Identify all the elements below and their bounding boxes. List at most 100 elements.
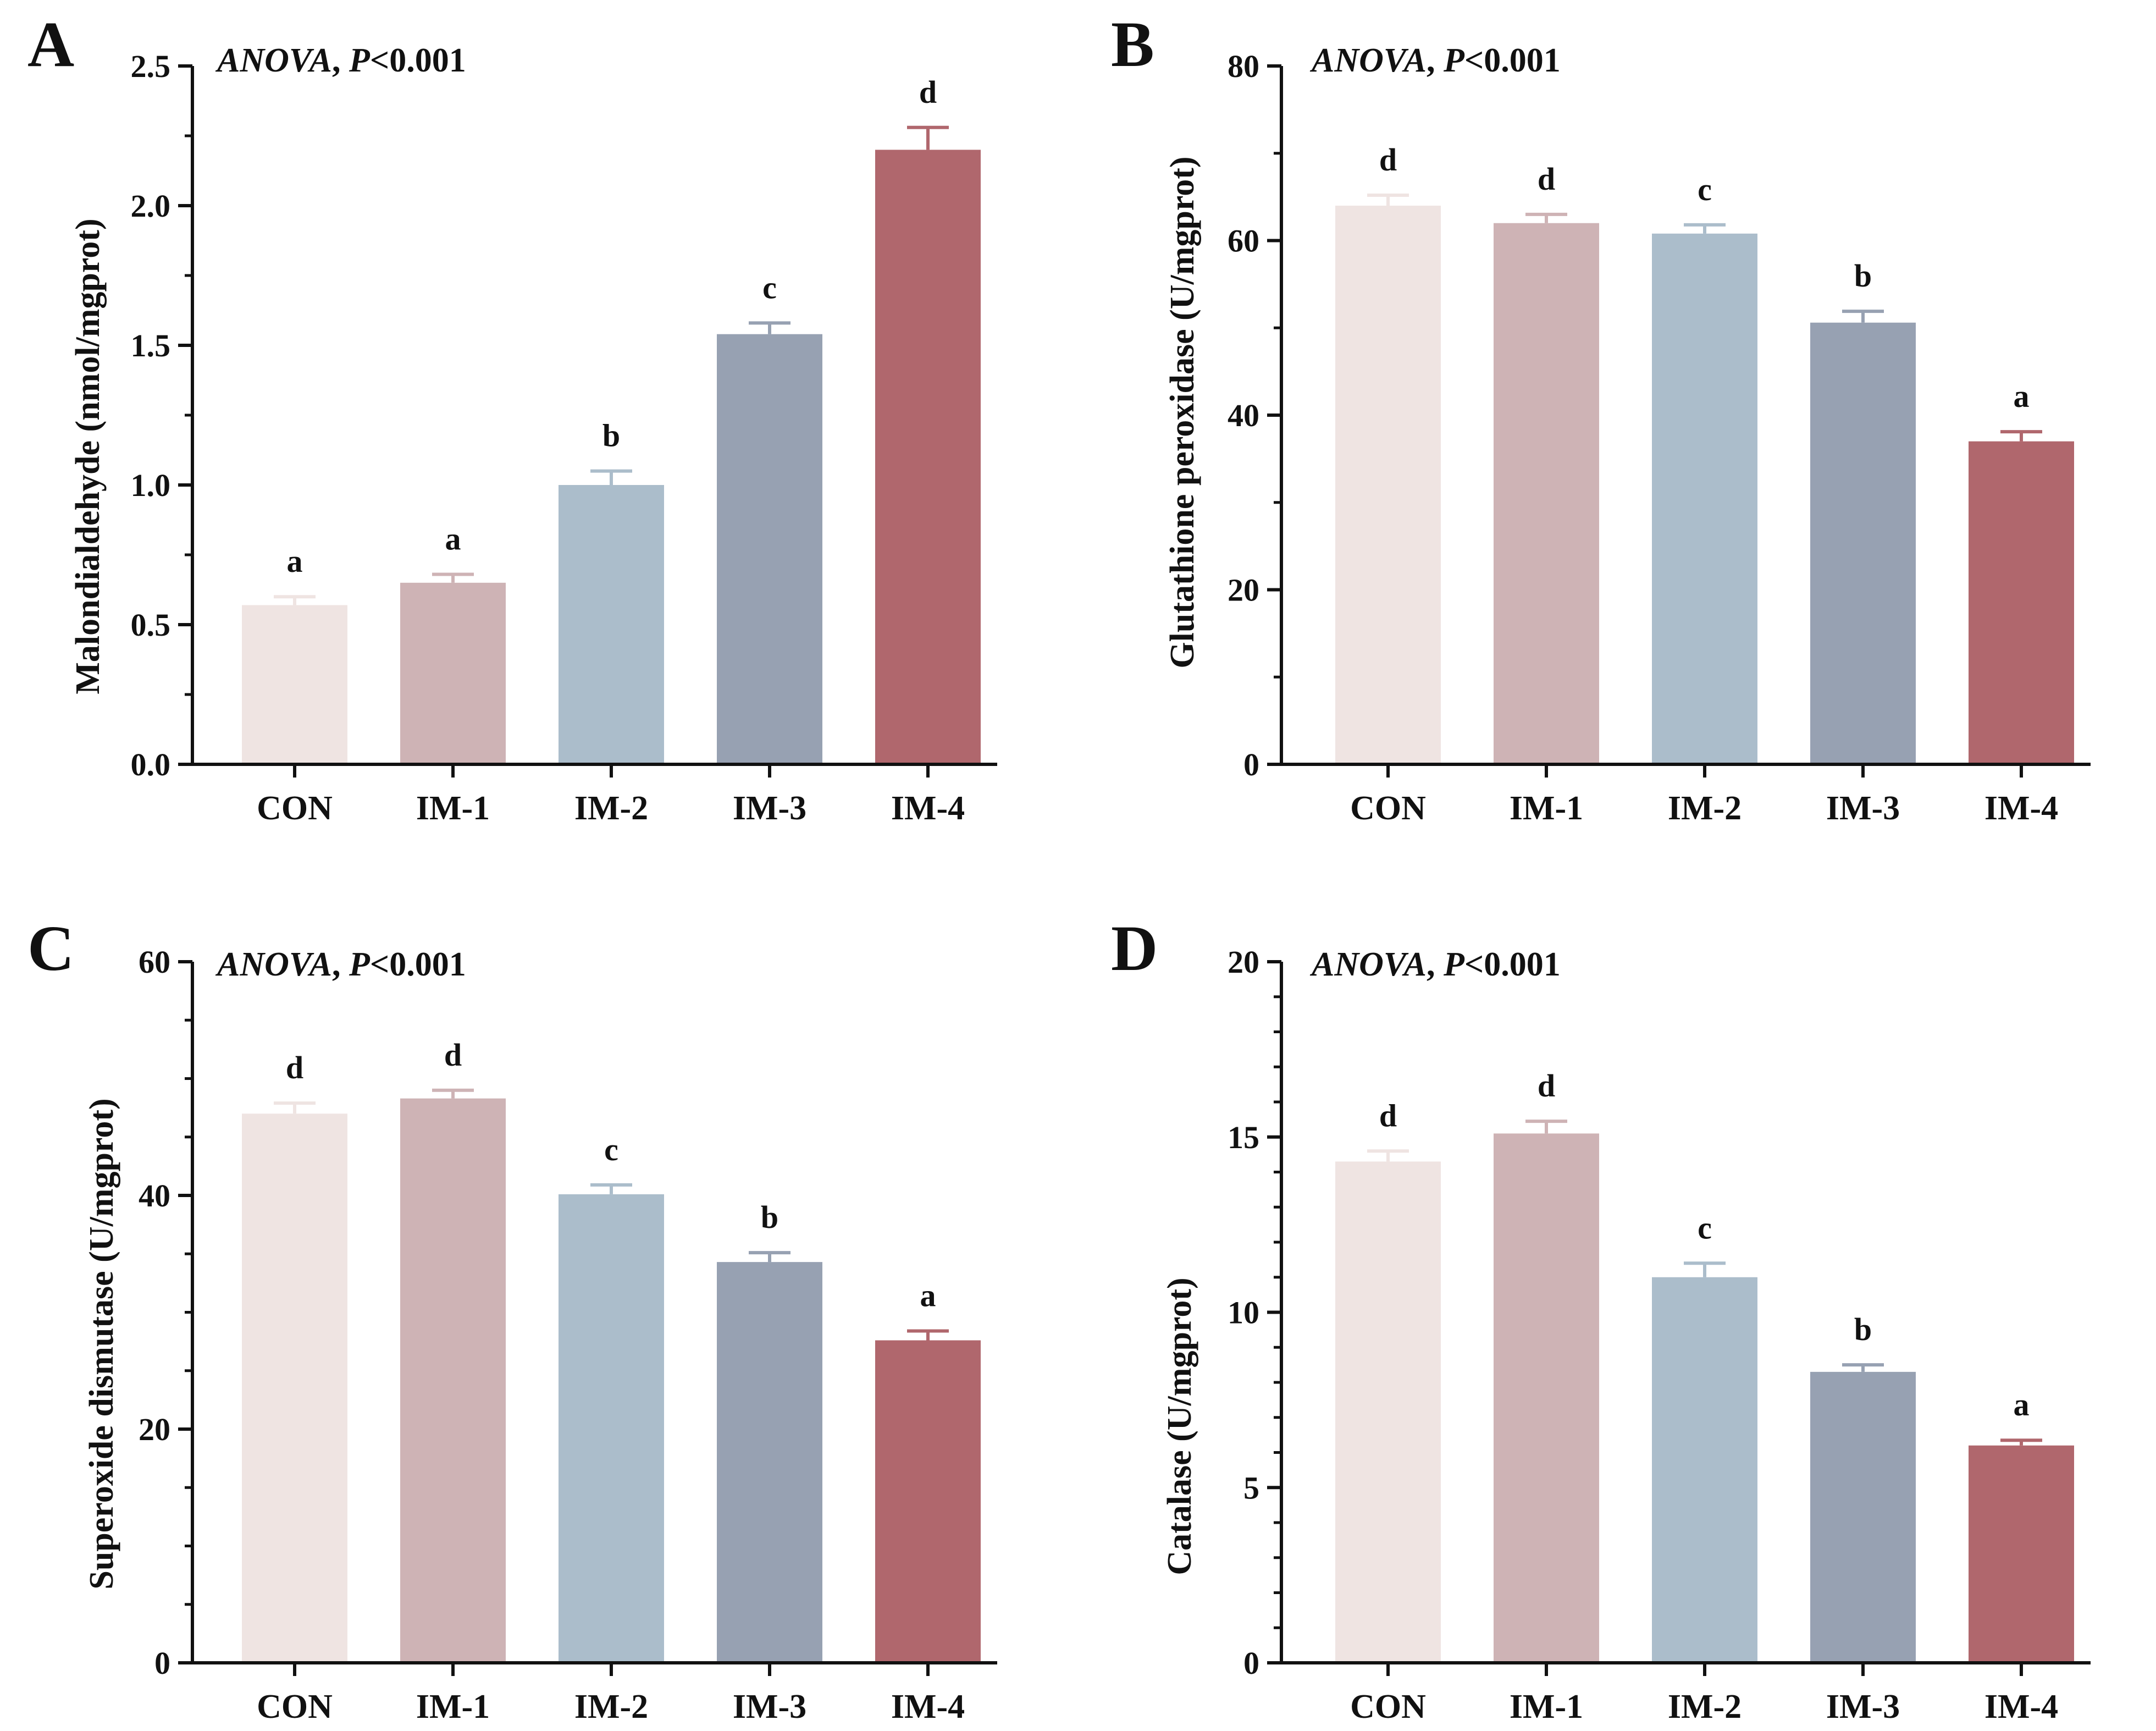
x-tick-label: IM-4 bbox=[891, 790, 965, 827]
significance-letter: b bbox=[1854, 1311, 1872, 1347]
y-tick-label: 0.0 bbox=[131, 747, 171, 782]
chart-a: A ANOVA, P<0.001 Malondialdehyde (nmol/m… bbox=[27, 8, 997, 827]
y-tick-label: 20 bbox=[1228, 944, 1259, 980]
anova-label: ANOVA bbox=[1309, 42, 1427, 79]
panel-a: A ANOVA, P<0.001 Malondialdehyde (nmol/m… bbox=[0, 0, 1078, 866]
y-tick-label: 0.5 bbox=[131, 607, 171, 643]
bar-im-4 bbox=[875, 150, 981, 764]
significance-letter: d bbox=[1538, 1068, 1555, 1104]
x-tick-label: IM-4 bbox=[1984, 790, 2058, 827]
bar-im-2 bbox=[1652, 233, 1757, 764]
x-tick-label: IM-2 bbox=[574, 1688, 648, 1726]
bar-im-1 bbox=[400, 1098, 506, 1663]
y-tick-label: 0 bbox=[1243, 747, 1259, 782]
y-tick-label: 40 bbox=[1228, 398, 1259, 433]
bar-im-2 bbox=[559, 485, 664, 764]
significance-letter: b bbox=[602, 418, 620, 454]
x-tick-label: IM-4 bbox=[891, 1688, 965, 1726]
x-tick-label: IM-1 bbox=[1510, 1688, 1583, 1726]
y-tick-label: 60 bbox=[139, 944, 170, 980]
significance-letter: d bbox=[919, 74, 937, 110]
y-tick-label: 2.0 bbox=[131, 188, 171, 224]
bar-im-2 bbox=[1652, 1277, 1757, 1663]
anova-note: ANOVA, P<0.001 bbox=[215, 42, 466, 79]
p-value: <0.001 bbox=[370, 42, 466, 79]
p-value: <0.001 bbox=[370, 946, 466, 983]
x-tick-label: CON bbox=[1350, 790, 1426, 827]
significance-letter: d bbox=[1379, 1098, 1397, 1133]
x-tick-label: CON bbox=[257, 1688, 333, 1726]
anova-label: ANOVA bbox=[1309, 946, 1427, 983]
x-tick-label: CON bbox=[1350, 1688, 1426, 1726]
bar-im-1 bbox=[400, 582, 506, 764]
panel-c: C ANOVA, P<0.001 Superoxide dismutase (U… bbox=[0, 866, 1078, 1731]
y-tick-label: 40 bbox=[139, 1178, 170, 1214]
p-value: <0.001 bbox=[1464, 946, 1561, 983]
panel-letter: D bbox=[1111, 912, 1158, 984]
significance-letter: a bbox=[2014, 1387, 2030, 1423]
y-tick-label: 5 bbox=[1243, 1470, 1259, 1506]
chart-b: B ANOVA, P<0.001 Glutathione peroxidase … bbox=[1111, 8, 2091, 827]
panel-b: B ANOVA, P<0.001 Glutathione peroxidase … bbox=[1078, 0, 2156, 866]
significance-letter: d bbox=[286, 1050, 303, 1085]
chart-d: D ANOVA, P<0.001 Catalase (U/mgprot) d CO… bbox=[1111, 912, 2091, 1726]
bar-im-3 bbox=[1810, 322, 1916, 764]
x-tick-label: IM-3 bbox=[733, 1688, 806, 1726]
bar-con bbox=[1335, 206, 1441, 764]
y-tick-label: 1.5 bbox=[131, 328, 171, 363]
anova-label: ANOVA bbox=[215, 946, 332, 983]
x-tick-label: IM-4 bbox=[1984, 1688, 2058, 1726]
x-tick-label: IM-3 bbox=[733, 790, 806, 827]
y-tick-label: 10 bbox=[1228, 1295, 1259, 1331]
y-tick-label: 15 bbox=[1228, 1120, 1259, 1155]
note-separator: , bbox=[332, 42, 349, 79]
y-tick-label: 1.0 bbox=[131, 467, 171, 503]
y-axis-label: Superoxide dismutase (U/mgprot) bbox=[83, 1098, 120, 1589]
y-tick-label: 2.5 bbox=[131, 48, 171, 84]
note-separator: , bbox=[1427, 946, 1444, 983]
y-tick-label: 60 bbox=[1228, 223, 1259, 259]
significance-letter: c bbox=[604, 1132, 618, 1167]
significance-letter: a bbox=[920, 1278, 936, 1314]
anova-note: ANOVA, P<0.001 bbox=[1309, 946, 1561, 983]
significance-letter: a bbox=[287, 543, 303, 579]
p-label: P bbox=[1443, 946, 1465, 983]
y-tick-label: 20 bbox=[139, 1412, 170, 1447]
chart-c: C ANOVA, P<0.001 Superoxide dismutase (U… bbox=[27, 912, 997, 1726]
x-tick-label: IM-2 bbox=[1668, 790, 1742, 827]
bar-im-3 bbox=[717, 334, 822, 764]
bar-im-4 bbox=[875, 1340, 981, 1663]
bar-im-3 bbox=[1810, 1371, 1916, 1663]
bar-con bbox=[242, 1113, 347, 1663]
panel-letter: B bbox=[1111, 8, 1154, 80]
bar-im-4 bbox=[1969, 1445, 2074, 1663]
p-label: P bbox=[1443, 42, 1465, 79]
x-tick-label: IM-1 bbox=[416, 790, 490, 827]
significance-letter: d bbox=[1538, 161, 1555, 197]
x-tick-label: IM-3 bbox=[1826, 790, 1900, 827]
bar-im-1 bbox=[1494, 1133, 1599, 1663]
p-value: <0.001 bbox=[1464, 42, 1561, 79]
bar-im-3 bbox=[717, 1262, 822, 1663]
x-tick-label: IM-1 bbox=[1510, 790, 1583, 827]
p-label: P bbox=[349, 42, 371, 79]
panel-letter: C bbox=[27, 912, 74, 984]
note-separator: , bbox=[1427, 42, 1444, 79]
panel-letter: A bbox=[27, 8, 74, 80]
significance-letter: c bbox=[762, 269, 777, 305]
anova-label: ANOVA bbox=[215, 42, 332, 79]
bar-con bbox=[242, 605, 347, 764]
significance-letter: b bbox=[1854, 258, 1872, 294]
p-label: P bbox=[349, 946, 371, 983]
y-tick-label: 80 bbox=[1228, 48, 1259, 84]
anova-note: ANOVA, P<0.001 bbox=[215, 946, 466, 983]
significance-letter: c bbox=[1698, 1210, 1712, 1245]
bar-im-1 bbox=[1494, 223, 1599, 764]
y-tick-label: 20 bbox=[1228, 572, 1259, 608]
anova-note: ANOVA, P<0.001 bbox=[1309, 42, 1561, 79]
significance-letter: a bbox=[2014, 378, 2030, 414]
significance-letter: c bbox=[1698, 172, 1712, 207]
y-axis-label: Glutathione peroxidase (U/mgprot) bbox=[1164, 156, 1201, 668]
bar-im-4 bbox=[1969, 441, 2074, 764]
y-axis-label: Malondialdehyde (nmol/mgprot) bbox=[69, 218, 107, 694]
